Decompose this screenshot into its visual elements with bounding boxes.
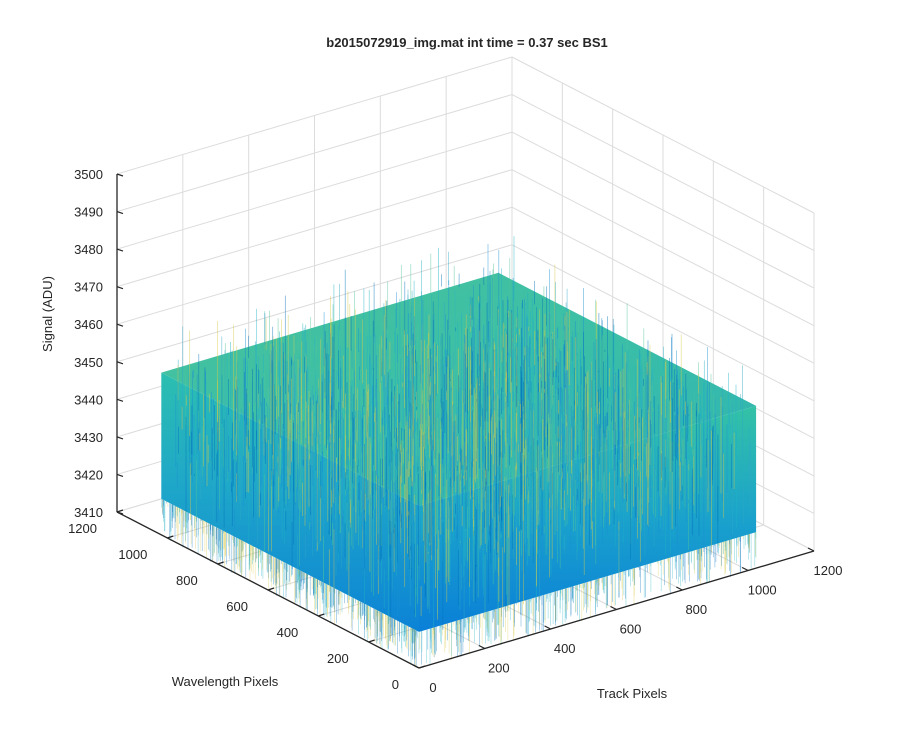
x-tick-label: 1200 <box>814 563 843 578</box>
surface-side-left <box>161 372 420 632</box>
y-tick-label: 0 <box>392 677 399 692</box>
x-tick-mark <box>478 644 486 650</box>
gridline-z-side <box>511 94 815 251</box>
y-tick-label: 200 <box>327 651 349 666</box>
z-tick-mark <box>116 323 124 327</box>
gridline-z-side <box>511 56 815 214</box>
y-tick-mark <box>267 587 275 591</box>
gridline-z-back <box>116 131 513 250</box>
z-tick-label: 3480 <box>74 242 103 257</box>
x-tick-label: 800 <box>685 602 707 617</box>
z-tick-mark <box>116 286 124 290</box>
x-tick-mark <box>610 605 617 611</box>
y-tick-label: 1000 <box>118 547 147 562</box>
gridline-z-back <box>116 169 513 288</box>
z-tick-label: 3470 <box>74 280 103 295</box>
z-tick-label: 3440 <box>74 392 103 407</box>
x-tick-mark <box>676 586 683 591</box>
z-tick-label: 3420 <box>74 467 103 482</box>
z-tick-label: 3430 <box>74 430 103 445</box>
y-tick-label: 800 <box>176 573 198 588</box>
x-tick-label: 200 <box>488 661 510 676</box>
x-tick-mark <box>807 547 815 552</box>
y-tick-label: 600 <box>226 599 248 614</box>
y-tick-label: 1200 <box>68 521 97 536</box>
z-tick-label: 3450 <box>74 355 103 370</box>
y-tick-label: 400 <box>277 625 299 640</box>
z-tick-label: 3500 <box>74 167 103 182</box>
z-tick-mark <box>116 248 124 252</box>
tick-labels: 0 200 400 600 800 1000 1200 0 200 400 600 800 1000 12… <box>68 167 842 695</box>
z-tick-mark <box>116 436 124 440</box>
z-tick-mark <box>116 361 124 365</box>
x-tick-label: 0 <box>429 680 436 695</box>
gridline-z-side <box>511 131 815 289</box>
z-tick-label: 3490 <box>74 205 103 220</box>
gridline-z-side <box>511 206 815 364</box>
x-tick-mark <box>741 566 749 572</box>
chart-title: b2015072919_img.mat int time = 0.37 sec … <box>326 35 607 50</box>
gridline-z-back <box>116 206 513 325</box>
gridline-z-back <box>116 56 513 175</box>
y-tick-mark <box>116 509 124 513</box>
y-tick-mark <box>167 535 174 539</box>
x-tick-mark <box>544 625 551 630</box>
z-tick-mark <box>116 473 124 478</box>
data-surface <box>161 236 757 668</box>
surface-noise <box>161 236 757 668</box>
z-tick-mark <box>116 398 124 402</box>
z-tick-label: 3410 <box>74 505 103 520</box>
x-tick-label: 400 <box>554 641 576 656</box>
x-tick-label: 600 <box>620 622 642 637</box>
gridline-z-back <box>116 94 513 213</box>
y-tick-mark <box>217 561 224 565</box>
gridline-z-side <box>511 244 815 402</box>
gridline-z-side <box>511 169 815 327</box>
y-axis-label: Wavelength Pixels <box>172 674 279 689</box>
y-tick-mark <box>368 639 375 643</box>
z-tick-mark <box>116 173 124 177</box>
y-tick-mark <box>318 613 325 617</box>
z-tick-mark <box>116 511 124 515</box>
x-tick-label: 1000 <box>748 583 777 598</box>
z-axis-label: Signal (ADU) <box>40 276 55 352</box>
z-tick-mark <box>116 210 124 215</box>
x-tick-mark <box>412 664 420 669</box>
y-tick-mark <box>418 665 426 669</box>
x-axis-label: Track Pixels <box>597 686 668 701</box>
z-tick-label: 3460 <box>74 317 103 332</box>
